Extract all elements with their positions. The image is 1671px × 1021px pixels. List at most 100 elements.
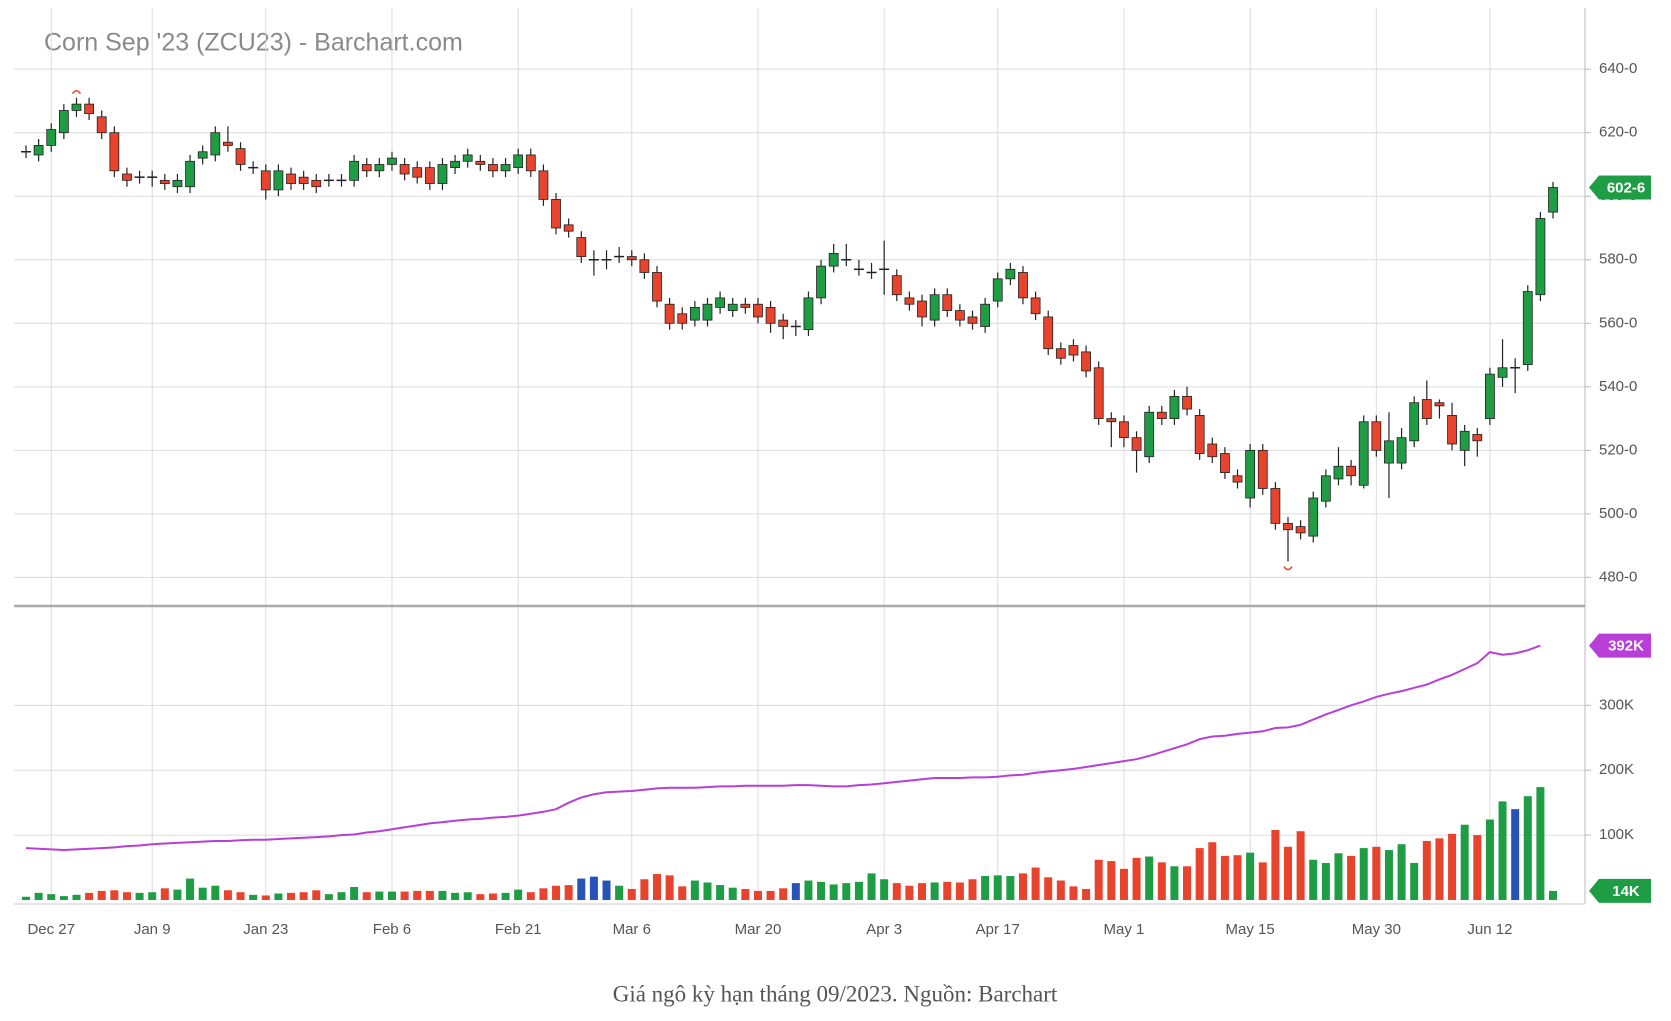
volume-bar bbox=[1157, 862, 1166, 900]
volume-tag-label: 14K bbox=[1612, 883, 1640, 900]
candle-body bbox=[1182, 395, 1192, 410]
candle-body bbox=[46, 129, 57, 146]
candle-body bbox=[1295, 526, 1306, 534]
volume-bar bbox=[122, 892, 131, 900]
volume-bar bbox=[1031, 867, 1040, 900]
y-tick-label: 620-0 bbox=[1599, 124, 1637, 141]
volume-bar bbox=[577, 878, 586, 900]
candle-body bbox=[1093, 367, 1104, 419]
candle-body bbox=[1081, 351, 1091, 372]
candle-body bbox=[197, 151, 208, 159]
candle-body bbox=[1005, 268, 1016, 280]
volume-bar bbox=[211, 885, 220, 900]
candle-body bbox=[1106, 418, 1117, 423]
volume-bar bbox=[312, 890, 321, 900]
candle-body bbox=[1421, 399, 1432, 419]
candle-body bbox=[260, 170, 271, 191]
y-tick-label: 520-0 bbox=[1599, 441, 1637, 458]
volume-bar bbox=[160, 888, 169, 900]
candle-body bbox=[1220, 453, 1230, 473]
candle-body bbox=[437, 164, 448, 184]
candle-body bbox=[1459, 430, 1470, 451]
candle-body bbox=[172, 179, 183, 188]
volume-bar bbox=[1271, 829, 1280, 900]
volume-bar bbox=[564, 885, 573, 900]
volume-bar bbox=[59, 896, 68, 900]
volume-bar bbox=[905, 885, 914, 900]
volume-bar bbox=[703, 882, 712, 900]
volume-bar bbox=[501, 892, 510, 900]
volume-bar bbox=[85, 892, 94, 900]
candle-body bbox=[1055, 348, 1066, 359]
volume-bar bbox=[539, 888, 548, 900]
volume-bar bbox=[1208, 842, 1217, 900]
volume-bar bbox=[1321, 863, 1330, 900]
volume-bar bbox=[1094, 859, 1103, 900]
candle-body bbox=[298, 176, 309, 184]
candle-body bbox=[917, 300, 927, 318]
candle-body bbox=[1535, 218, 1546, 296]
volume-bar bbox=[1018, 873, 1027, 900]
volume-bar bbox=[552, 885, 561, 900]
volume-bar bbox=[1145, 856, 1154, 900]
candle-body bbox=[689, 307, 700, 321]
volume-bar bbox=[1334, 853, 1343, 900]
x-tick-label: Jan 9 bbox=[134, 921, 171, 938]
volume-bar bbox=[653, 874, 661, 900]
y-tick-label: 580-0 bbox=[1599, 251, 1637, 268]
candle-body bbox=[210, 132, 221, 156]
candle-body bbox=[727, 303, 738, 311]
x-tick-label: Jun 12 bbox=[1467, 921, 1512, 938]
candle-body bbox=[1245, 449, 1256, 499]
volume-bar bbox=[1511, 809, 1520, 900]
volume-bar bbox=[993, 875, 1002, 900]
y-tick-label: 540-0 bbox=[1599, 378, 1637, 395]
candle-body bbox=[462, 154, 473, 162]
volume-bar bbox=[22, 896, 30, 900]
volume-bar bbox=[602, 880, 611, 900]
volume-bar bbox=[867, 873, 876, 900]
volume-bar bbox=[438, 890, 447, 900]
volume-bar bbox=[1258, 862, 1267, 900]
open-interest-tag-label: 392K bbox=[1608, 638, 1644, 655]
volume-bar bbox=[817, 881, 826, 900]
candle-body bbox=[159, 179, 170, 184]
candle-body bbox=[1485, 373, 1495, 419]
candle-body bbox=[488, 164, 498, 172]
volume-bar bbox=[72, 894, 81, 900]
candle-body bbox=[1371, 421, 1382, 451]
volume-bar bbox=[955, 882, 964, 900]
volume-bar bbox=[804, 880, 813, 900]
candle-body bbox=[626, 256, 637, 261]
volume-bar bbox=[1422, 840, 1431, 900]
volume-bar bbox=[741, 888, 750, 900]
candle-body bbox=[1131, 437, 1142, 451]
volume-bar bbox=[1384, 850, 1393, 900]
volume-bar bbox=[299, 892, 308, 900]
y-tick-label: 200K bbox=[1599, 761, 1634, 778]
volume-bar bbox=[198, 887, 207, 900]
volume-bar bbox=[387, 891, 396, 900]
volume-bar bbox=[1460, 824, 1469, 900]
volume-bar bbox=[930, 882, 939, 900]
volume-bar bbox=[615, 885, 624, 900]
volume-bar bbox=[261, 895, 270, 900]
y-tick-label: 300K bbox=[1599, 696, 1634, 713]
candle-body bbox=[740, 303, 751, 308]
candle-body bbox=[399, 164, 410, 175]
candle-body bbox=[1409, 402, 1420, 442]
candle-body bbox=[525, 154, 536, 172]
candle-body bbox=[1169, 395, 1180, 419]
candle-body bbox=[1308, 497, 1319, 537]
volume-bar bbox=[488, 893, 497, 900]
candle-body bbox=[1396, 437, 1407, 464]
candle-body bbox=[563, 224, 574, 232]
x-tick-label: May 1 bbox=[1104, 921, 1145, 938]
candle-body bbox=[942, 294, 953, 311]
candle-body bbox=[1447, 415, 1457, 445]
candle-body bbox=[387, 157, 397, 165]
x-tick-label: Dec 27 bbox=[27, 921, 75, 938]
candle-body bbox=[1068, 345, 1079, 356]
candle-body bbox=[992, 278, 1003, 302]
